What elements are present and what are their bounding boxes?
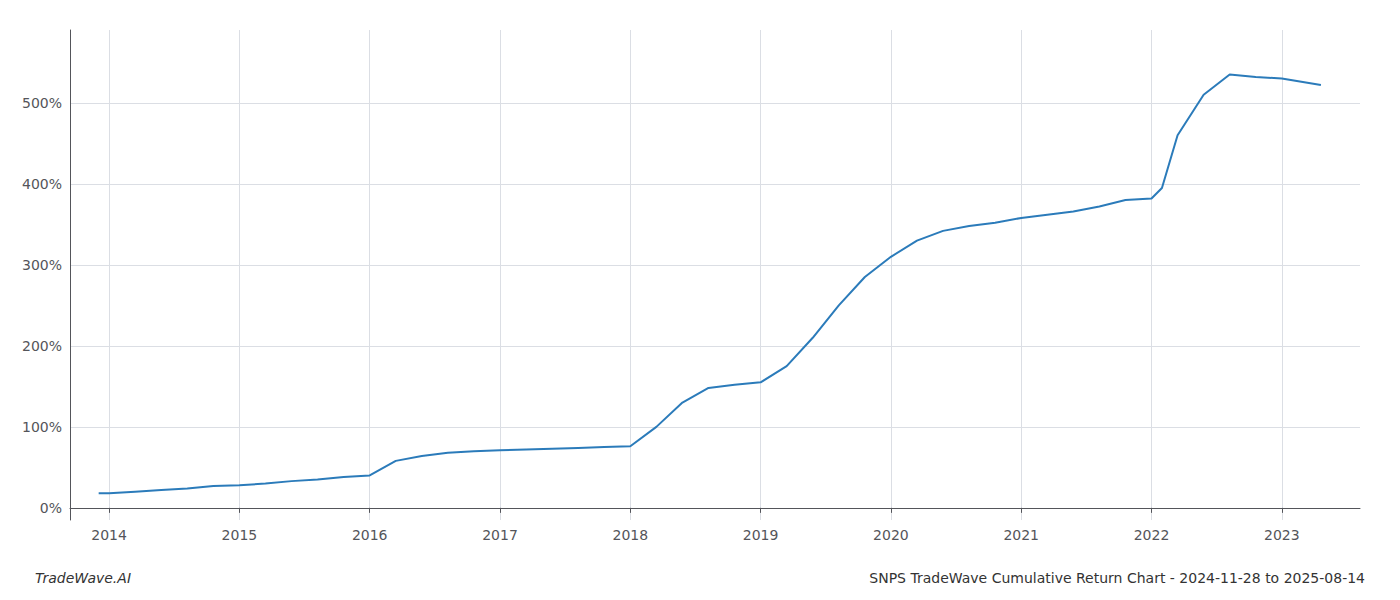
svg-text:400%: 400% [22, 176, 62, 192]
svg-text:2017: 2017 [482, 527, 518, 543]
svg-text:SNPS TradeWave Cumulative Retu: SNPS TradeWave Cumulative Return Chart -… [869, 570, 1365, 586]
svg-text:300%: 300% [22, 257, 62, 273]
svg-text:0%: 0% [40, 500, 62, 516]
svg-text:200%: 200% [22, 338, 62, 354]
svg-text:2022: 2022 [1134, 527, 1170, 543]
svg-text:2015: 2015 [222, 527, 258, 543]
svg-text:2018: 2018 [612, 527, 648, 543]
svg-text:2019: 2019 [743, 527, 779, 543]
svg-text:2021: 2021 [1003, 527, 1039, 543]
svg-text:2023: 2023 [1264, 527, 1300, 543]
svg-text:2014: 2014 [91, 527, 127, 543]
svg-text:500%: 500% [22, 95, 62, 111]
svg-text:2016: 2016 [352, 527, 388, 543]
svg-text:TradeWave.AI: TradeWave.AI [35, 570, 131, 586]
svg-text:2020: 2020 [873, 527, 909, 543]
svg-text:100%: 100% [22, 419, 62, 435]
